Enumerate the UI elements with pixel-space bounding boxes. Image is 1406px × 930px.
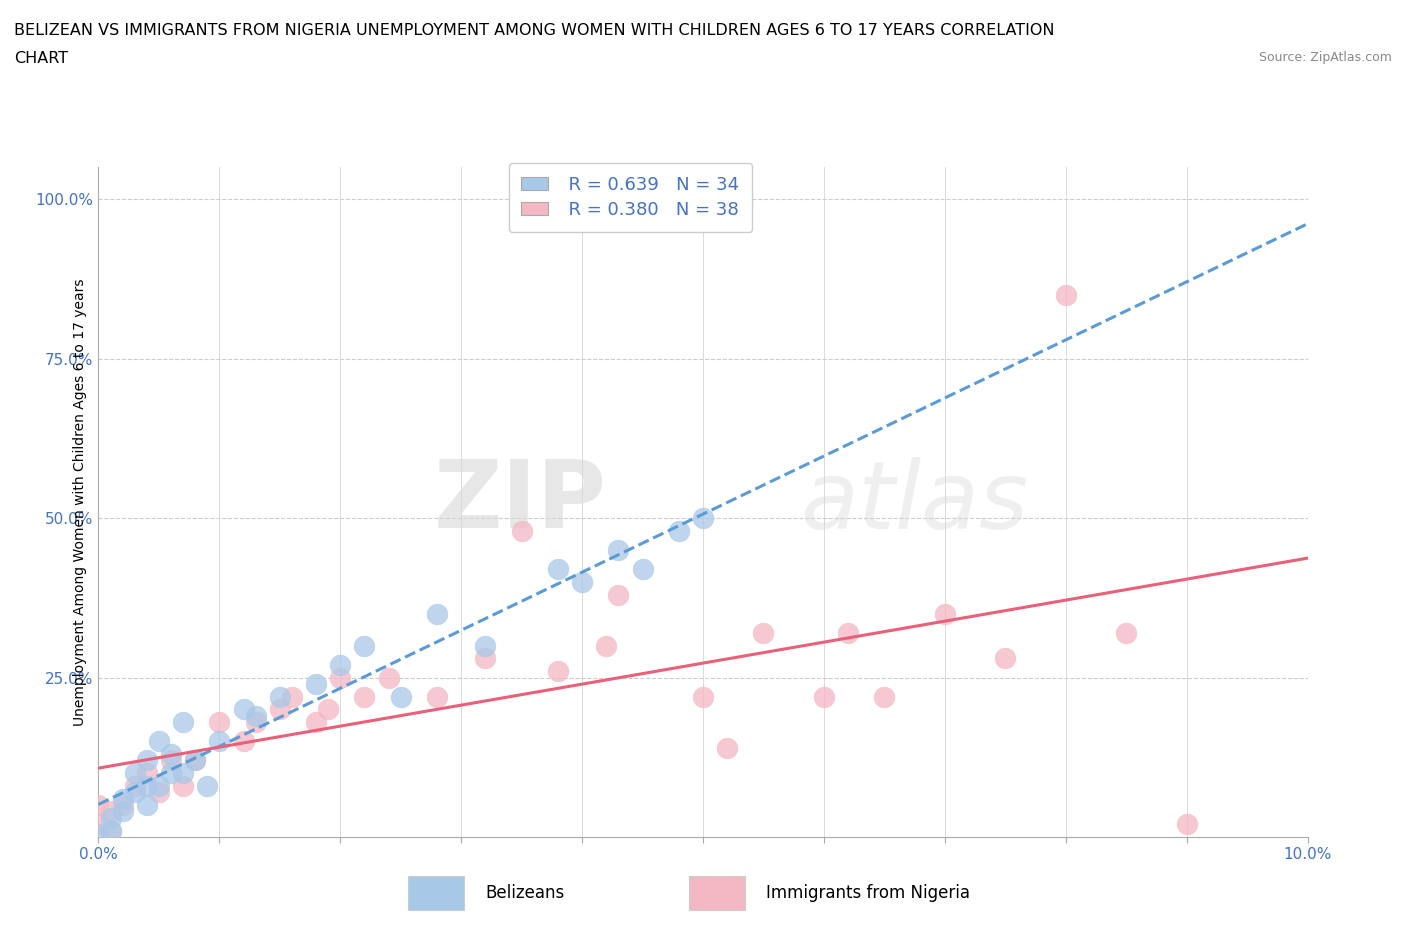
Point [160,747,183,762]
Point [160,765,183,780]
Point [208,734,231,749]
Text: ZIP: ZIP [433,457,606,548]
Point [124,778,146,793]
FancyBboxPatch shape [689,876,745,910]
Point [389,689,412,704]
Point [547,664,569,679]
Point [595,638,617,653]
Point [1115,626,1137,641]
FancyBboxPatch shape [408,876,464,910]
Point [269,702,291,717]
Point [124,765,146,780]
Point [87,817,110,831]
Point [135,798,157,813]
Point [837,626,859,641]
Point [716,740,738,755]
Text: BELIZEAN VS IMMIGRANTS FROM NIGERIA UNEMPLOYMENT AMONG WOMEN WITH CHILDREN AGES : BELIZEAN VS IMMIGRANTS FROM NIGERIA UNEM… [14,23,1054,38]
Point [269,689,291,704]
Point [873,689,896,704]
Point [305,715,328,730]
Point [135,753,157,768]
Point [474,651,496,666]
Point [426,606,449,621]
Point [607,542,630,557]
Text: Immigrants from Nigeria: Immigrants from Nigeria [766,884,970,902]
Point [571,575,593,590]
Text: atlas: atlas [800,457,1028,548]
Point [329,658,352,672]
Point [111,804,134,819]
Point [87,827,110,842]
Point [87,798,110,813]
Point [305,676,328,691]
Point [160,753,183,768]
Point [208,715,231,730]
Text: Belizeans: Belizeans [485,884,564,902]
Point [353,689,375,704]
Point [934,606,956,621]
Point [172,715,194,730]
Point [377,671,399,685]
Point [426,689,449,704]
Point [245,709,267,724]
Point [100,823,122,838]
Point [100,810,122,825]
Point [1175,817,1198,831]
Point [232,734,254,749]
Point [752,626,775,641]
Point [148,785,170,800]
Point [329,671,352,685]
Point [184,753,207,768]
Y-axis label: Unemployment Among Women with Children Ages 6 to 17 years: Unemployment Among Women with Children A… [73,278,87,726]
Point [135,778,157,793]
Point [148,778,170,793]
Point [172,778,194,793]
Point [172,765,194,780]
Point [316,702,339,717]
Point [668,524,690,538]
Text: Source: ZipAtlas.com: Source: ZipAtlas.com [1258,51,1392,64]
Point [607,587,630,602]
Point [692,511,714,525]
Point [813,689,835,704]
Point [135,765,157,780]
Point [111,798,134,813]
Point [692,689,714,704]
Point [148,734,170,749]
Point [195,778,218,793]
Point [245,715,267,730]
Point [281,689,304,704]
Point [124,785,146,800]
Point [111,791,134,806]
Point [100,823,122,838]
Point [631,562,654,577]
Text: CHART: CHART [14,51,67,66]
Point [547,562,569,577]
Point [232,702,254,717]
Legend:   R = 0.639   N = 34,   R = 0.380   N = 38: R = 0.639 N = 34, R = 0.380 N = 38 [509,163,752,232]
Point [994,651,1017,666]
Point [510,524,533,538]
Point [100,804,122,819]
Point [1054,287,1077,302]
Point [184,753,207,768]
Point [474,638,496,653]
Point [353,638,375,653]
